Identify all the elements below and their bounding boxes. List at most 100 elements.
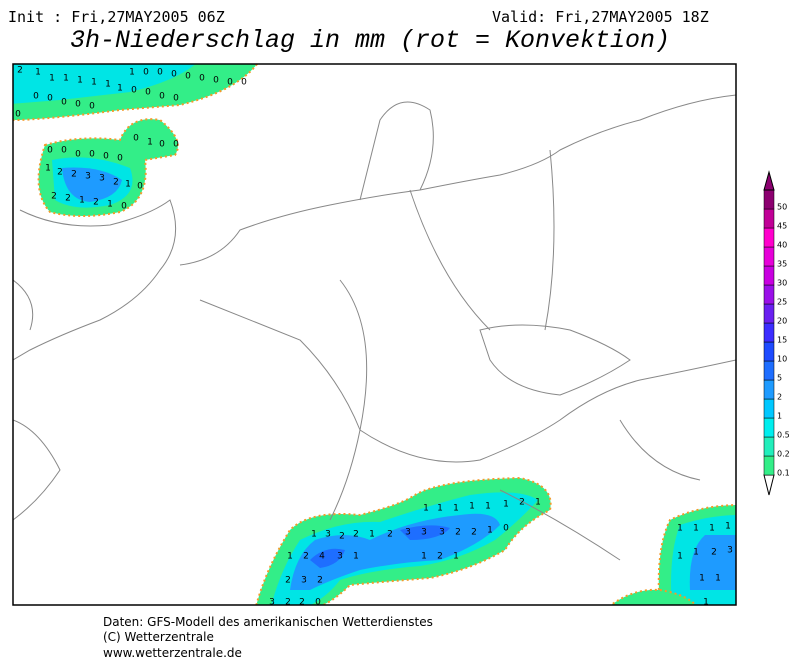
contour-label: 1 bbox=[79, 196, 85, 206]
contour-label: 1 bbox=[703, 598, 709, 608]
contour-label: 0 bbox=[137, 182, 143, 192]
map-area: 2 11 1 1 1 11 0 0 0 0 0 0 0 00 0 0 0 01 0 0 0 000 0 0 0 0 01 2 2 3 3 2 1… bbox=[13, 64, 736, 608]
contour-label: 0 bbox=[241, 78, 247, 88]
contour-label: 1 bbox=[423, 504, 429, 514]
contour-label: 1 bbox=[421, 552, 427, 562]
legend-swatch bbox=[763, 303, 775, 324]
contour-label: 2 bbox=[471, 528, 477, 538]
contour-label: 0 bbox=[15, 110, 21, 120]
contour-label: 0 bbox=[89, 102, 95, 112]
contour-label: 2 bbox=[57, 168, 63, 178]
legend-label: 20 bbox=[777, 317, 787, 326]
contour-label: 1 bbox=[725, 522, 731, 532]
legend-swatch bbox=[763, 436, 775, 457]
contour-label: 1 bbox=[485, 502, 491, 512]
footer-source: Daten: GFS-Modell des amerikanischen Wet… bbox=[103, 615, 433, 629]
footer-copyright: (C) Wetterzentrale bbox=[103, 630, 214, 644]
legend-swatch bbox=[763, 284, 775, 305]
contour-label: 1 bbox=[45, 164, 51, 174]
contour-label: 2 bbox=[299, 598, 305, 608]
contour-label: 1 bbox=[487, 526, 493, 536]
contour-label: 0 bbox=[75, 150, 81, 160]
contour-label: 0 bbox=[143, 68, 149, 78]
contour-label: 0 bbox=[171, 70, 177, 80]
contour-label: 0 bbox=[315, 598, 321, 608]
contour-label: 1 bbox=[125, 180, 131, 190]
contour-label: 2 bbox=[113, 178, 119, 188]
contour-label: 1 bbox=[709, 524, 715, 534]
legend-swatch bbox=[763, 265, 775, 286]
contour-label: 3 bbox=[85, 172, 91, 182]
legend-swatch bbox=[763, 398, 775, 419]
legend-label: 25 bbox=[777, 298, 787, 307]
legend-arrow-bottom bbox=[763, 474, 775, 496]
contour-label: 1 bbox=[49, 74, 55, 84]
legend-swatch bbox=[763, 360, 775, 381]
precip-areas bbox=[13, 64, 736, 605]
contour-label: 3 bbox=[439, 528, 445, 538]
legend-swatch bbox=[763, 455, 775, 476]
contour-label: 2 bbox=[65, 194, 71, 204]
contour-label: 3 bbox=[301, 576, 307, 586]
contour-label: 0 bbox=[117, 154, 123, 164]
legend-swatch bbox=[763, 341, 775, 362]
legend-label: 10 bbox=[777, 355, 787, 364]
legend-swatch bbox=[763, 379, 775, 400]
contour-label: 2 bbox=[711, 548, 717, 558]
contour-label: 0 bbox=[159, 140, 165, 150]
legend-swatch bbox=[763, 246, 775, 267]
contour-label: 0 bbox=[227, 78, 233, 88]
contour-label: 0 bbox=[121, 202, 127, 212]
contour-label: 0 bbox=[103, 152, 109, 162]
contour-label: 0 bbox=[199, 74, 205, 84]
contour-label: 3 bbox=[727, 546, 733, 556]
contour-label: 3 bbox=[421, 528, 427, 538]
legend-label: 15 bbox=[777, 336, 787, 345]
init-time: Init : Fri,27MAY2005 06Z bbox=[8, 8, 225, 26]
contour-label: 0 bbox=[173, 140, 179, 150]
legend-label: 0.2 bbox=[777, 450, 789, 459]
legend-label: 35 bbox=[777, 260, 787, 269]
contour-label: 2 bbox=[387, 530, 393, 540]
contour-label: 3 bbox=[405, 528, 411, 538]
contour-label: 1 bbox=[469, 502, 475, 512]
contour-label: 2 bbox=[71, 170, 77, 180]
contour-label: 1 bbox=[437, 504, 443, 514]
contour-label: 2 bbox=[285, 598, 291, 608]
contour-label: 1 bbox=[677, 552, 683, 562]
contour-label: 0 bbox=[75, 100, 81, 110]
legend-label: 0.1 bbox=[777, 469, 789, 478]
contour-label: 0 bbox=[61, 146, 67, 156]
legend-arrow-top bbox=[763, 170, 775, 191]
contour-label: 3 bbox=[99, 174, 105, 184]
contour-label: 1 bbox=[369, 530, 375, 540]
contour-label: 0 bbox=[89, 150, 95, 160]
contour-label: 1 bbox=[107, 200, 113, 210]
contour-label: 1 bbox=[129, 68, 135, 78]
contour-label: 0 bbox=[131, 86, 137, 96]
contour-label: 1 bbox=[311, 530, 317, 540]
contour-label: 2 bbox=[285, 576, 291, 586]
contour-label: 1 bbox=[503, 500, 509, 510]
contour-label: 0 bbox=[47, 94, 53, 104]
contour-label: 2 bbox=[455, 528, 461, 538]
contour-label: 0 bbox=[503, 524, 509, 534]
legend-swatch bbox=[763, 322, 775, 343]
contour-label: 1 bbox=[353, 552, 359, 562]
contour-label: 1 bbox=[77, 76, 83, 86]
contour-label: 1 bbox=[715, 574, 721, 584]
footer-url: www.wetterzentrale.de bbox=[103, 646, 242, 658]
contour-label: 0 bbox=[145, 88, 151, 98]
contour-label: 1 bbox=[105, 80, 111, 90]
map-title: 3h-Niederschlag in mm (rot = Konvektion) bbox=[70, 26, 670, 55]
contour-labels: 2 11 1 1 1 11 0 0 0 0 0 0 0 00 0 0 0 01 0 0 0 000 0 0 0 0 01 2 2 3 3 2 1… bbox=[15, 66, 733, 608]
contour-label: 1 bbox=[117, 84, 123, 94]
legend-label: 5 bbox=[777, 374, 782, 383]
contour-label: 3 bbox=[325, 530, 331, 540]
contour-label: 0 bbox=[61, 98, 67, 108]
contour-label: 0 bbox=[159, 92, 165, 102]
legend-label: 0.5 bbox=[777, 431, 789, 440]
contour-label: 2 bbox=[303, 552, 309, 562]
